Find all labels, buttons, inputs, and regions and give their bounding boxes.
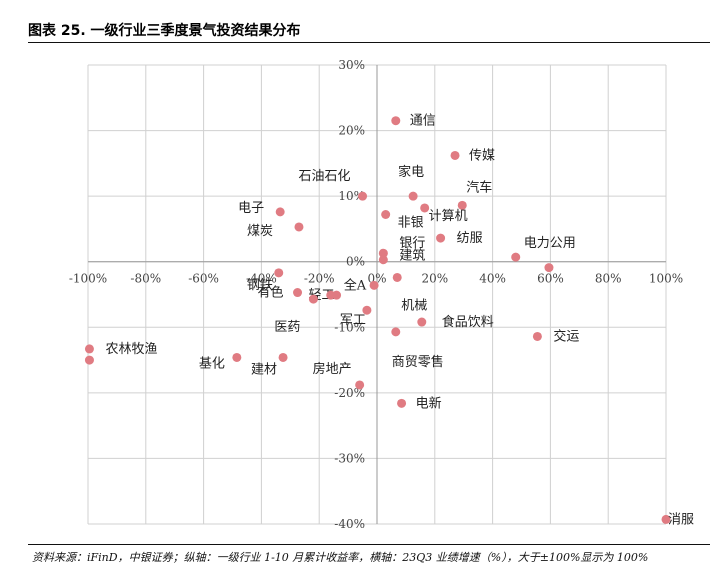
data-label: 有色 bbox=[258, 285, 284, 301]
data-point bbox=[381, 210, 391, 220]
data-point bbox=[275, 207, 285, 217]
data-label: 电力公用 bbox=[524, 236, 576, 251]
data-label: 军工 bbox=[340, 313, 366, 328]
x-tick-label: -60% bbox=[188, 272, 219, 286]
data-point bbox=[232, 352, 242, 362]
data-label: 通信 bbox=[410, 114, 436, 129]
data-point bbox=[84, 355, 94, 365]
data-point bbox=[391, 327, 401, 337]
data-point bbox=[450, 150, 460, 160]
data-label: 食品饮料 bbox=[442, 314, 494, 330]
data-label: 传媒 bbox=[469, 148, 495, 163]
data-point bbox=[362, 305, 372, 315]
data-point bbox=[378, 248, 388, 258]
x-tick-label: -100% bbox=[69, 272, 107, 286]
data-label: 医药 bbox=[274, 320, 300, 335]
data-label: 电子 bbox=[238, 201, 264, 216]
source-footnote: 资料来源：iFinD，中银证券；纵轴：一级行业 1-10 月累计收益率，横轴：2… bbox=[32, 551, 649, 564]
data-point bbox=[84, 344, 94, 354]
data-point bbox=[355, 380, 365, 390]
y-tick-label: 0% bbox=[346, 255, 365, 269]
data-label: 石油石化 bbox=[299, 169, 351, 184]
x-tick-label: -20% bbox=[304, 272, 335, 286]
x-tick-label: 20% bbox=[421, 272, 448, 286]
data-label: 基化 bbox=[199, 356, 225, 371]
data-label: 银行 bbox=[399, 236, 425, 251]
data-point bbox=[457, 200, 467, 210]
data-label: 消服 bbox=[668, 512, 694, 527]
data-point bbox=[408, 191, 418, 201]
data-point bbox=[293, 288, 303, 298]
data-point bbox=[532, 331, 542, 341]
data-point bbox=[308, 294, 318, 304]
data-point bbox=[326, 290, 336, 300]
data-label: 机械 bbox=[401, 298, 427, 313]
data-point bbox=[358, 191, 368, 201]
y-tick-label: -30% bbox=[334, 451, 365, 465]
data-point bbox=[274, 268, 284, 278]
data-label: 汽车 bbox=[466, 179, 492, 195]
figure-title: 图表 25. 一级行业三季度景气投资结果分布 bbox=[28, 23, 301, 39]
x-tick-label: -40% bbox=[246, 272, 277, 286]
data-label: 交运 bbox=[553, 328, 579, 344]
data-label: 计算机 bbox=[429, 209, 468, 224]
data-label: 纺服 bbox=[457, 231, 483, 246]
data-point bbox=[391, 116, 401, 126]
data-label: 建材 bbox=[251, 362, 277, 377]
data-point bbox=[544, 263, 554, 273]
y-tick-label: -10% bbox=[334, 320, 365, 334]
data-label: 钢铁 bbox=[247, 278, 273, 293]
data-point bbox=[397, 398, 407, 408]
data-label: 煤炭 bbox=[247, 224, 273, 239]
y-tick-label: -40% bbox=[334, 517, 365, 531]
data-label: 商贸零售 bbox=[392, 354, 444, 370]
y-tick-label: -20% bbox=[334, 386, 365, 400]
data-point bbox=[294, 222, 304, 232]
data-label: 房地产 bbox=[313, 361, 352, 377]
data-point bbox=[369, 280, 379, 290]
data-point bbox=[392, 272, 402, 282]
x-tick-label: 60% bbox=[537, 272, 564, 286]
title-divider bbox=[28, 42, 710, 43]
data-point bbox=[417, 317, 427, 327]
data-label: 农林牧渔 bbox=[105, 342, 157, 357]
data-point bbox=[378, 255, 388, 265]
data-point bbox=[661, 514, 671, 524]
y-tick-label: 20% bbox=[338, 124, 365, 138]
data-label: 全A bbox=[344, 277, 367, 293]
data-label: 家电 bbox=[398, 164, 424, 180]
x-tick-label: 40% bbox=[479, 272, 506, 286]
data-point bbox=[420, 203, 430, 213]
data-point bbox=[436, 233, 446, 243]
data-point bbox=[511, 252, 521, 262]
x-tick-label: 100% bbox=[649, 272, 683, 286]
data-label: 非银 bbox=[398, 216, 424, 231]
x-tick-label: -80% bbox=[130, 272, 161, 286]
data-point bbox=[278, 352, 288, 362]
x-tick-label: 80% bbox=[595, 272, 622, 286]
data-label: 建筑 bbox=[399, 248, 425, 264]
y-tick-label: 10% bbox=[338, 189, 365, 203]
data-label: 电新 bbox=[416, 395, 442, 411]
y-tick-label: 30% bbox=[338, 58, 365, 72]
footnote-divider bbox=[28, 544, 710, 545]
